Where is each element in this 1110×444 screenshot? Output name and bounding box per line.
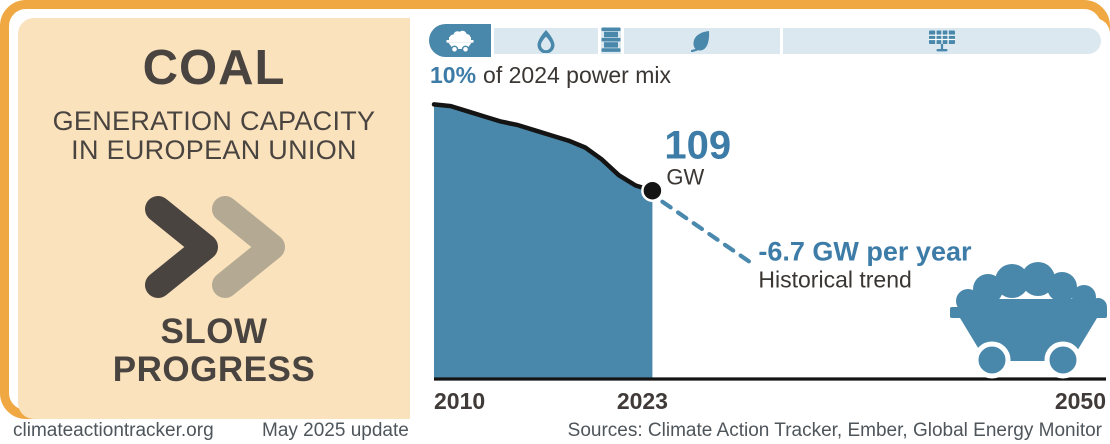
coal-cart-illustration <box>950 262 1107 379</box>
power-mix-tab-bar <box>429 24 1105 57</box>
solar-panel-icon <box>929 30 955 52</box>
double-chevron-icon <box>145 196 285 298</box>
data-point-2023 <box>641 179 664 202</box>
left-panel: COAL GENERATION CAPACITY IN EUROPEAN UNI… <box>18 18 410 419</box>
leaf-icon <box>690 30 710 52</box>
historical-line <box>431 102 655 193</box>
infographic-card: COAL GENERATION CAPACITY IN EUROPEAN UNI… <box>0 0 1110 419</box>
footer-update-date: May 2025 update <box>262 420 409 441</box>
oil-barrel-icon <box>601 27 621 52</box>
verdict-line1: SLOW <box>160 312 268 351</box>
tab-coal[interactable] <box>429 24 491 57</box>
chart-panel: 10% of 2024 power mix 109 GW -6.7 GW per … <box>410 18 1110 419</box>
x-tick-2050: 2050 <box>1055 388 1106 414</box>
page-subtitle-line1: GENERATION CAPACITY <box>52 106 376 136</box>
end-unit-label: GW <box>666 165 704 190</box>
coal-cart-icon <box>446 30 474 53</box>
capacity-chart: 109 GW -6.7 GW per year Historical trend… <box>431 102 1107 414</box>
power-mix-caption: 10% of 2024 power mix <box>430 62 671 89</box>
power-mix-caption-text: of 2024 power mix <box>483 62 671 88</box>
projection-dashed-line <box>660 199 756 267</box>
page-title: COAL <box>142 41 286 95</box>
x-tick-2023: 2023 <box>617 388 668 414</box>
area-series-coal-capacity <box>434 104 653 380</box>
footer: climateactiontracker.org May 2025 update… <box>0 419 1110 444</box>
tab-gas[interactable] <box>494 27 598 54</box>
flame-icon <box>537 29 555 53</box>
chevron-tan-icon <box>212 196 285 298</box>
footer-site-link[interactable]: climateactiontracker.org <box>13 420 214 441</box>
end-value-label: 109 <box>664 124 731 168</box>
tab-solar[interactable] <box>783 27 1101 54</box>
tab-oil[interactable] <box>601 27 621 54</box>
x-tick-2010: 2010 <box>434 388 485 414</box>
power-mix-percentage: 10% <box>430 62 477 88</box>
tab-bioenergy[interactable] <box>624 27 780 54</box>
end-label-group: 109 GW -6.7 GW per year Historical trend <box>664 124 972 293</box>
trend-sublabel: Historical trend <box>758 267 911 293</box>
footer-sources: Sources: Climate Action Tracker, Ember, … <box>567 420 1102 441</box>
page-subtitle-line2: IN EUROPEAN UNION <box>71 135 357 165</box>
chevron-dark-icon <box>145 196 218 298</box>
verdict-line2: PROGRESS <box>112 350 316 389</box>
trend-rate-label: -6.7 GW per year <box>758 237 972 267</box>
